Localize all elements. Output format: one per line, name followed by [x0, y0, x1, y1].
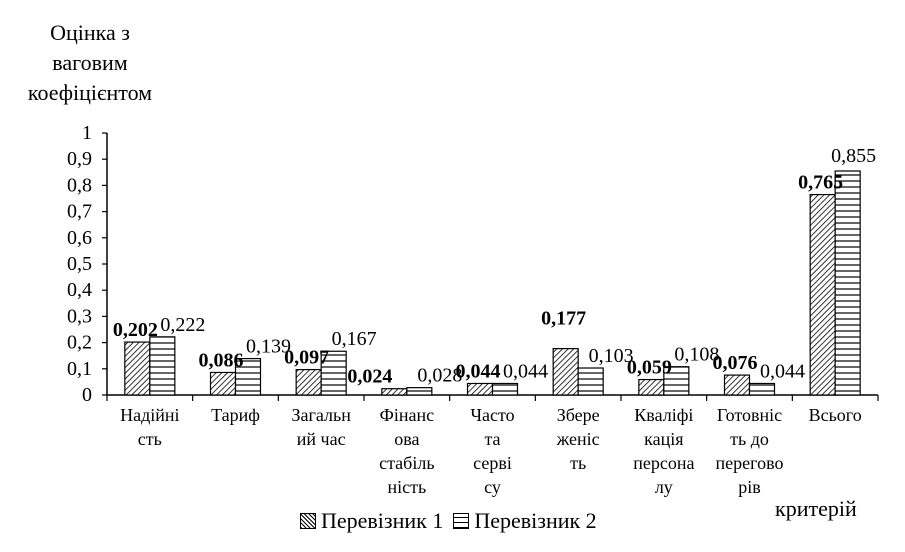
x-category-label: кація: [644, 429, 683, 449]
x-category-label: ий час: [297, 429, 346, 449]
x-category-label: ність: [387, 477, 426, 497]
bar-series-2: [491, 382, 519, 396]
y-axis-title: Оцінка з ваговим коефіцієнтом: [27, 20, 153, 105]
y-tick-label: 0,4: [67, 279, 92, 301]
legend-swatch-horizontal-icon: [453, 513, 470, 529]
data-label-series-1: 0,765: [798, 172, 843, 194]
legend: Перевізник 1 Перевізник 2: [300, 508, 607, 534]
x-category-label: лу: [655, 477, 673, 497]
data-label-series-2: 0,139: [246, 336, 291, 358]
y-tick-label: 0,9: [67, 148, 92, 170]
x-category-label: Фінанс: [380, 405, 434, 425]
bar-series-1: [124, 341, 151, 396]
legend-entry-series-1: Перевізник 1: [300, 508, 443, 534]
bar-series-2: [663, 366, 690, 396]
bar-series-1: [381, 388, 408, 396]
data-label-series-1: 0,086: [199, 349, 244, 371]
data-label-series-1: 0,059: [627, 357, 672, 379]
bar-series-2: [234, 357, 262, 396]
data-label-series-1: 0,202: [113, 319, 158, 341]
x-category-label: сть: [138, 429, 162, 449]
bar-series-1: [466, 382, 494, 396]
data-label-series-2: 0,167: [332, 328, 377, 350]
data-label-series-1: 0,177: [541, 308, 586, 330]
x-category-label: Часто: [470, 405, 514, 425]
bar-series-1: [809, 193, 836, 396]
bar-series-2: [149, 336, 176, 396]
x-axis-title: критерій: [775, 496, 857, 521]
x-category-label: женіс: [556, 429, 600, 449]
data-label-series-2: 0,044: [760, 360, 805, 382]
y-tick-label: 0,8: [67, 174, 92, 196]
x-category-label: Всього: [809, 405, 862, 425]
x-category-label: серві: [473, 453, 512, 473]
x-category-label: Збере: [557, 405, 600, 425]
data-label-series-1: 0,044: [456, 360, 501, 382]
y-tick-label: 0,7: [67, 201, 92, 223]
bar-series-2: [406, 387, 433, 396]
x-category-label: Кваліфі: [634, 405, 693, 425]
bar-series-1: [638, 378, 665, 396]
legend-label-series-2: Перевізник 2: [474, 508, 597, 533]
x-category-label: ть: [570, 453, 586, 473]
x-category-label: Тариф: [211, 405, 260, 425]
bar-series-2: [320, 350, 347, 396]
data-label-series-2: 0,044: [503, 360, 548, 382]
y-tick-label: 1: [82, 122, 92, 144]
legend-entry-series-2: Перевізник 2: [453, 508, 597, 534]
y-tick-label: 0: [82, 384, 92, 406]
bar-series-1: [723, 374, 751, 396]
bar-series-1: [295, 368, 322, 396]
legend-label-series-1: Перевізник 1: [321, 508, 444, 533]
y-tick-label: 0,5: [67, 253, 92, 275]
x-category-label: рів: [738, 477, 761, 497]
bar-series-2: [834, 170, 861, 396]
legend-swatch-diagonal-icon: [300, 513, 316, 529]
y-tick-label: 0,3: [67, 305, 92, 327]
bar-series-1: [552, 348, 579, 396]
x-category-label: стабіль: [379, 453, 434, 473]
data-label-series-1: 0,024: [347, 366, 392, 388]
x-category-label: та: [484, 429, 500, 449]
bar-series-2: [748, 382, 776, 396]
bar-series-1: [209, 371, 237, 396]
x-category-label: Загальн: [291, 405, 351, 425]
data-label-series-2: 0,108: [674, 344, 719, 366]
data-label-series-2: 0,103: [589, 345, 634, 367]
x-category-label: Готовніс: [717, 405, 782, 425]
x-category-label: су: [484, 477, 501, 497]
x-category-label: ть до: [730, 429, 769, 449]
data-label-series-1: 0,097: [284, 347, 329, 369]
data-label-series-2: 0,222: [160, 314, 205, 336]
data-label-series-2: 0,028: [417, 365, 462, 387]
x-category-label: персона: [633, 453, 694, 473]
data-label-series-1: 0,076: [713, 352, 758, 374]
y-tick-label: 0,6: [67, 227, 92, 249]
x-category-label: ова: [394, 429, 419, 449]
bar-series-2: [577, 367, 604, 396]
data-label-series-2: 0,855: [831, 145, 876, 167]
x-category-label: Надійні: [120, 405, 179, 425]
y-tick-label: 0,1: [67, 358, 92, 380]
x-category-label: перегово: [716, 453, 784, 473]
y-tick-label: 0,2: [67, 332, 92, 354]
